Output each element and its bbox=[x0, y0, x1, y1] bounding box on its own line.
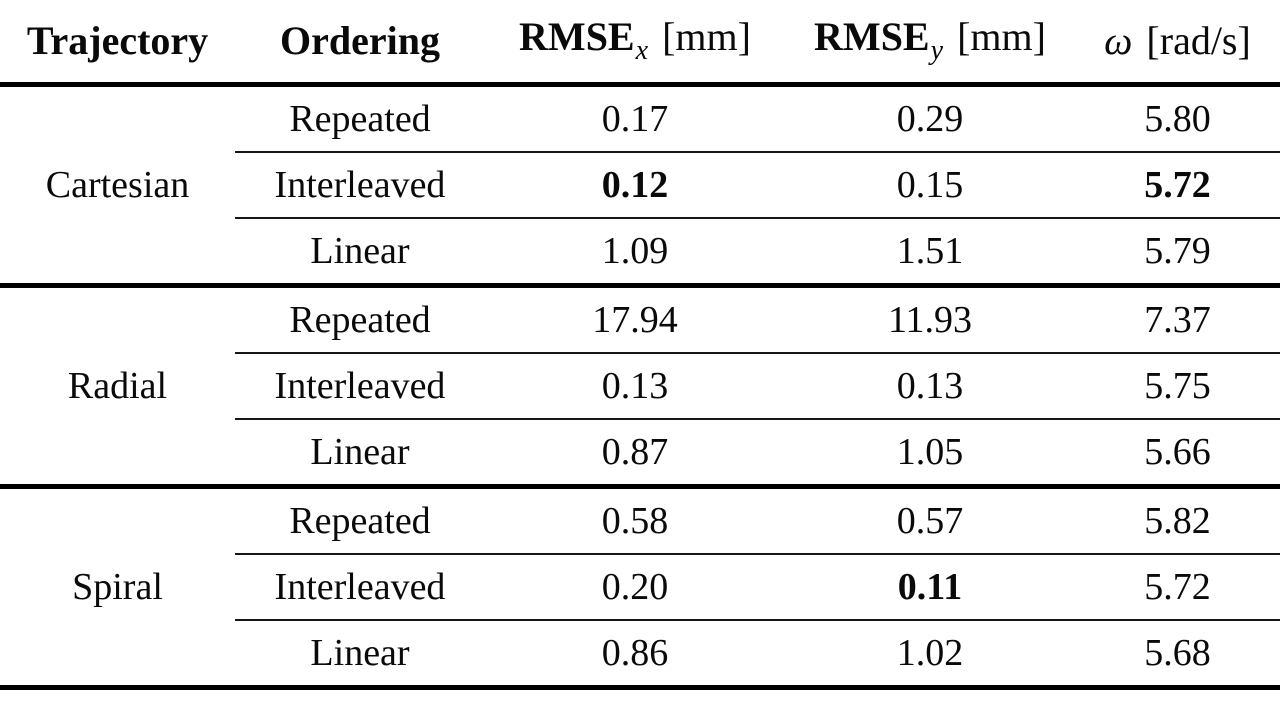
rmse-y-cell: 0.57 bbox=[785, 486, 1075, 555]
table-row: Spiral Repeated 0.58 0.57 5.82 bbox=[0, 486, 1280, 690]
ordering-cell: Repeated bbox=[235, 285, 485, 354]
rmse-y-cell: 0.13 bbox=[785, 353, 1075, 420]
header-row: Trajectory Ordering RMSEx [mm] RMSEy [mm] … bbox=[0, 0, 1280, 87]
rmse-y-cell: 1.05 bbox=[785, 419, 1075, 489]
trajectory-cell: Spiral bbox=[0, 486, 235, 690]
ordering-cell: Linear bbox=[235, 218, 485, 288]
rmse-x-subscript: x bbox=[635, 35, 649, 66]
omega-cell: 5.68 bbox=[1075, 620, 1280, 690]
table-row: Radial Repeated 17.94 11.93 7.37 bbox=[0, 285, 1280, 489]
rmse-y-subscript: y bbox=[930, 35, 944, 66]
omega-cell: 5.80 bbox=[1075, 84, 1280, 153]
col-header-trajectory: Trajectory bbox=[0, 0, 235, 87]
ordering-cell: Interleaved bbox=[235, 554, 485, 621]
rmse-y-cell: 0.15 bbox=[785, 152, 1075, 219]
rmse-x-cell: 17.94 bbox=[485, 285, 785, 354]
omega-cell: 5.66 bbox=[1075, 419, 1280, 489]
rmse-y-cell: 0.11 bbox=[785, 554, 1075, 621]
omega-cell: 5.82 bbox=[1075, 486, 1280, 555]
table-row: Interleaved 0.20 0.11 5.72 bbox=[0, 554, 1280, 621]
table-header: Trajectory Ordering RMSEx [mm] RMSEy [mm] … bbox=[0, 0, 1280, 87]
rmse-x-label: RMSE bbox=[519, 14, 635, 59]
rmse-x-cell: 0.58 bbox=[485, 486, 785, 555]
col-header-rmse-y: RMSEy [mm] bbox=[785, 0, 1075, 87]
ordering-cell: Interleaved bbox=[235, 152, 485, 219]
col-header-omega: ω [rad/s] bbox=[1075, 0, 1280, 87]
ordering-cell: Interleaved bbox=[235, 353, 485, 420]
results-table: Trajectory Ordering RMSEx [mm] RMSEy [mm] … bbox=[0, 0, 1280, 690]
omega-cell: 7.37 bbox=[1075, 285, 1280, 354]
ordering-cell: Repeated bbox=[235, 84, 485, 153]
col-header-rmse-x: RMSEx [mm] bbox=[485, 0, 785, 87]
omega-unit: [rad/s] bbox=[1146, 18, 1251, 63]
omega-cell: 5.72 bbox=[1075, 152, 1280, 219]
rmse-x-cell: 0.87 bbox=[485, 419, 785, 489]
col-header-ordering: Ordering bbox=[235, 0, 485, 87]
rmse-y-cell: 1.02 bbox=[785, 620, 1075, 690]
rmse-y-label: RMSE bbox=[814, 14, 930, 59]
rmse-y-cell: 0.29 bbox=[785, 84, 1075, 153]
ordering-header-label: Ordering bbox=[280, 18, 440, 63]
table-body: Cartesian Repeated 0.17 0.29 5.80 Interleaved… bbox=[0, 84, 1280, 690]
table-row: Linear 0.86 1.02 5.68 bbox=[0, 620, 1280, 690]
omega-cell: 5.72 bbox=[1075, 554, 1280, 621]
rmse-x-cell: 0.86 bbox=[485, 620, 785, 690]
rmse-y-cell: 11.93 bbox=[785, 285, 1075, 354]
rmse-x-cell: 0.17 bbox=[485, 84, 785, 153]
omega-cell: 5.79 bbox=[1075, 218, 1280, 288]
omega-cell: 5.75 bbox=[1075, 353, 1280, 420]
ordering-cell: Repeated bbox=[235, 486, 485, 555]
table-row: Interleaved 0.13 0.13 5.75 bbox=[0, 353, 1280, 420]
rmse-x-cell: 1.09 bbox=[485, 218, 785, 288]
rmse-x-unit: [mm] bbox=[662, 14, 751, 59]
rmse-y-cell: 1.51 bbox=[785, 218, 1075, 288]
rmse-x-cell: 0.20 bbox=[485, 554, 785, 621]
table-row: Linear 1.09 1.51 5.79 bbox=[0, 218, 1280, 288]
table-row: Interleaved 0.12 0.15 5.72 bbox=[0, 152, 1280, 219]
rmse-y-unit: [mm] bbox=[957, 14, 1046, 59]
trajectory-cell: Cartesian bbox=[0, 84, 235, 288]
ordering-cell: Linear bbox=[235, 419, 485, 489]
table-row: Cartesian Repeated 0.17 0.29 5.80 bbox=[0, 84, 1280, 288]
rmse-x-cell: 0.12 bbox=[485, 152, 785, 219]
omega-symbol: ω bbox=[1104, 18, 1133, 63]
table-row: Linear 0.87 1.05 5.66 bbox=[0, 419, 1280, 489]
ordering-cell: Linear bbox=[235, 620, 485, 690]
trajectory-header-label: Trajectory bbox=[26, 18, 209, 63]
trajectory-cell: Radial bbox=[0, 285, 235, 489]
rmse-x-cell: 0.13 bbox=[485, 353, 785, 420]
